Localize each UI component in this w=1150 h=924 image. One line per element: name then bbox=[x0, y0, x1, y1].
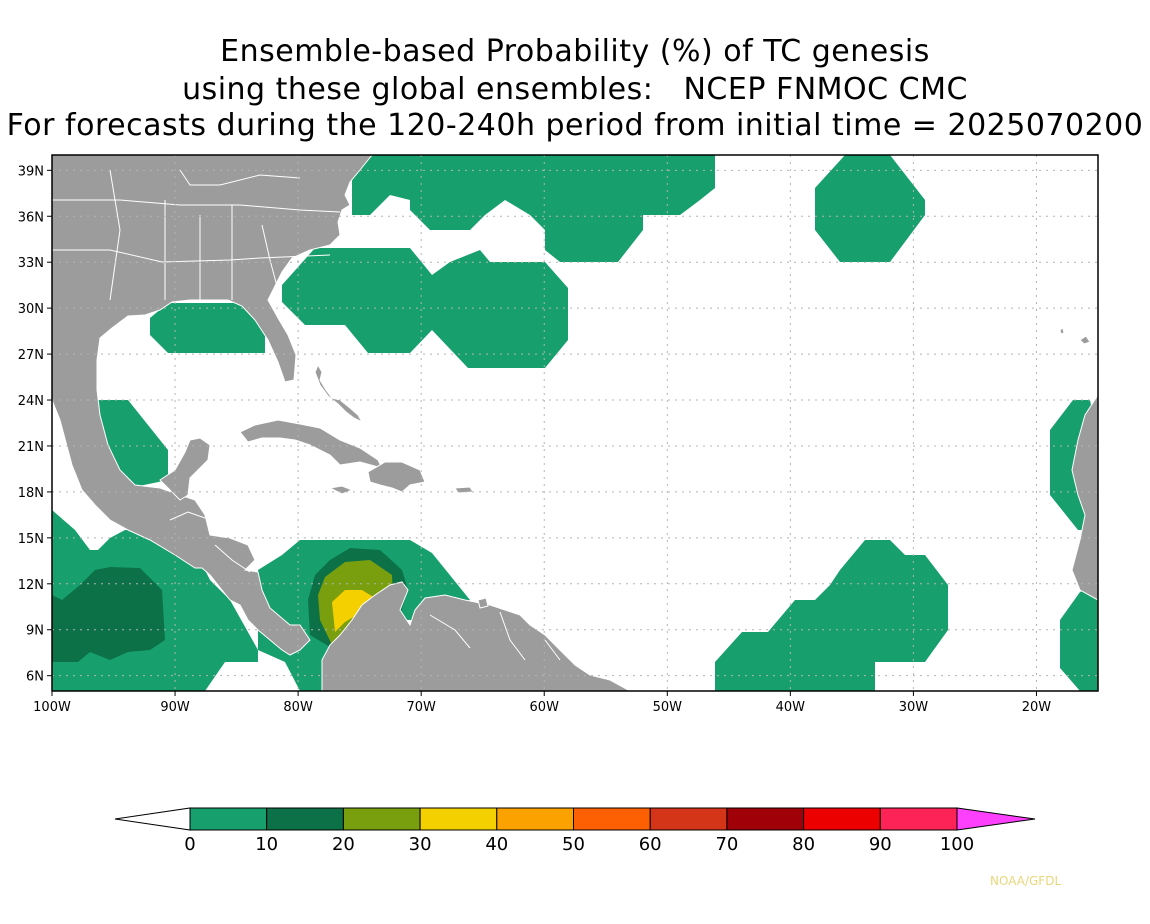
land-west-africa bbox=[1071, 394, 1098, 601]
prob-region-off-west-africa-south bbox=[1060, 585, 1098, 691]
tick-label-lat: 21N bbox=[18, 440, 44, 455]
tick-label-lat: 33N bbox=[18, 256, 44, 271]
tick-label-lon: 50W bbox=[653, 700, 683, 715]
tick-label-lon: 80W bbox=[283, 700, 313, 715]
land-masses bbox=[52, 155, 1098, 691]
map-axis-ticks bbox=[47, 169, 1037, 696]
colorbar-label: 60 bbox=[639, 834, 662, 855]
tick-label-lon: 30W bbox=[899, 700, 929, 715]
credit-label: NOAA/GFDL bbox=[990, 874, 1062, 888]
colorbar-segment bbox=[189, 807, 268, 831]
colorbar-label: 30 bbox=[409, 834, 432, 855]
tick-label-lon: 100W bbox=[33, 700, 71, 715]
land-puerto-rico bbox=[454, 486, 474, 494]
tick-label-lat: 39N bbox=[18, 164, 44, 179]
colorbar-segment bbox=[803, 807, 881, 831]
colorbar: 0 10 20 30 40 50 60 70 80 90 100 bbox=[114, 807, 1036, 855]
colorbar-segment bbox=[649, 807, 728, 831]
land-florida-keys-islets bbox=[1059, 327, 1091, 345]
tick-label-lon: 60W bbox=[530, 700, 560, 715]
tick-label-lat: 9N bbox=[26, 624, 44, 639]
land-yucatan bbox=[159, 437, 211, 501]
colorbar-label: 20 bbox=[332, 834, 355, 855]
land-north-america bbox=[52, 155, 373, 656]
prob-region-west-atlantic-north bbox=[352, 155, 715, 262]
land-trinidad bbox=[477, 597, 489, 609]
colorbar-segment bbox=[726, 807, 805, 831]
land-hispaniola bbox=[367, 461, 426, 493]
tick-label-lon: 90W bbox=[160, 700, 190, 715]
colorbar-segment bbox=[496, 807, 574, 831]
colorbar-label: 70 bbox=[715, 834, 738, 855]
tick-label-lat: 27N bbox=[18, 348, 44, 363]
tick-label-lat: 18N bbox=[18, 486, 44, 501]
land-bahamas bbox=[314, 363, 364, 424]
land-cuba bbox=[239, 419, 383, 469]
colorbar-label: 80 bbox=[792, 834, 815, 855]
colorbar-label: 100 bbox=[940, 834, 974, 855]
colorbar-label: 40 bbox=[485, 834, 508, 855]
prob-region-gulf-of-mexico-north bbox=[150, 303, 265, 353]
tick-label-lat: 36N bbox=[18, 210, 44, 225]
colorbar-label: 90 bbox=[869, 834, 892, 855]
title-line-2: using these global ensembles: NCEP FNMOC… bbox=[182, 72, 968, 107]
prob-30-40-caribbean bbox=[332, 590, 375, 632]
colorbar-label: 50 bbox=[562, 834, 585, 855]
colorbar-over-arrow bbox=[956, 807, 1036, 831]
tick-label-lat: 30N bbox=[18, 302, 44, 317]
colorbar-segment bbox=[266, 807, 344, 831]
tick-label-lon: 40W bbox=[776, 700, 806, 715]
colorbar-segment bbox=[573, 807, 651, 831]
map-frame bbox=[51, 154, 1099, 692]
tick-label-lat: 12N bbox=[18, 578, 44, 593]
land-south-america bbox=[321, 581, 631, 691]
tick-label-lon: 20W bbox=[1022, 700, 1052, 715]
colorbar-segment bbox=[342, 807, 421, 831]
map-gridlines bbox=[52, 155, 1098, 691]
colorbar-label: 0 bbox=[184, 834, 195, 855]
colorbar-under-arrow bbox=[114, 807, 191, 831]
title-line-3: For forecasts during the 120-240h period… bbox=[6, 108, 1144, 143]
prob-region-central-atlantic-north bbox=[815, 155, 925, 262]
prob-region-central-atlantic-south bbox=[715, 540, 948, 691]
tick-label-lat: 6N bbox=[26, 670, 44, 685]
map-axis-labels: 100W 90W 80W 70W 60W 50W 40W 30W 20W 39N 36N 33N 30N… bbox=[18, 164, 1052, 715]
tick-label-lat: 15N bbox=[18, 532, 44, 547]
tick-label-lat: 24N bbox=[18, 394, 44, 409]
prob-10-20-eastern-pacific bbox=[52, 567, 165, 662]
colorbar-segment bbox=[879, 807, 958, 831]
colorbar-label: 10 bbox=[255, 834, 278, 855]
tick-label-lon: 70W bbox=[406, 700, 436, 715]
title-line-1: Ensemble-based Probability (%) of TC gen… bbox=[220, 34, 930, 69]
colorbar-segment bbox=[419, 807, 498, 831]
